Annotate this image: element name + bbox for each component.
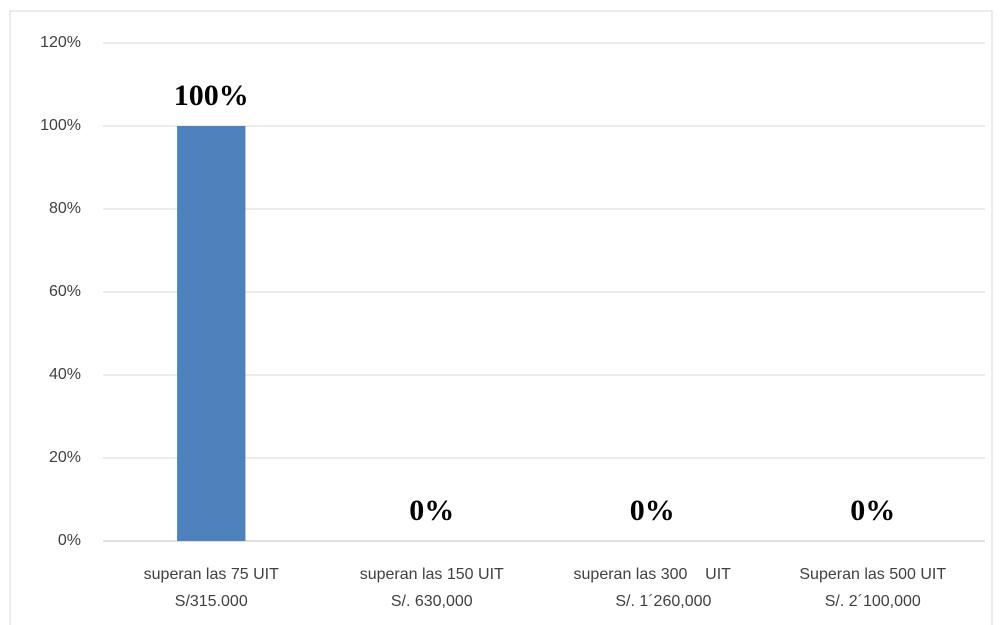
x-tick-label: superan las 150 UIT S/. 630,000 [360,566,504,610]
x-tick-label: Superan las 500 UIT S/. 2´100,000 [799,566,946,610]
y-tick-label: 40% [49,366,81,383]
y-tick-label: 60% [49,283,81,300]
x-tick-label: superan las 300 UIT S/. 1´260,000 [574,566,732,610]
chart-frame [9,10,993,625]
bar [177,126,246,541]
y-tick-label: 80% [49,200,81,217]
data-label: 0% [630,494,675,527]
y-tick-label: 100% [40,117,81,134]
x-tick-label: superan las 75 UIT S/315.000 [144,566,279,610]
data-label: 0% [409,494,454,527]
data-label: 0% [850,494,895,527]
y-tick-label: 20% [49,449,81,466]
data-label: 100% [174,79,249,112]
y-tick-label: 0% [58,532,81,549]
y-tick-label: 120% [40,34,81,51]
